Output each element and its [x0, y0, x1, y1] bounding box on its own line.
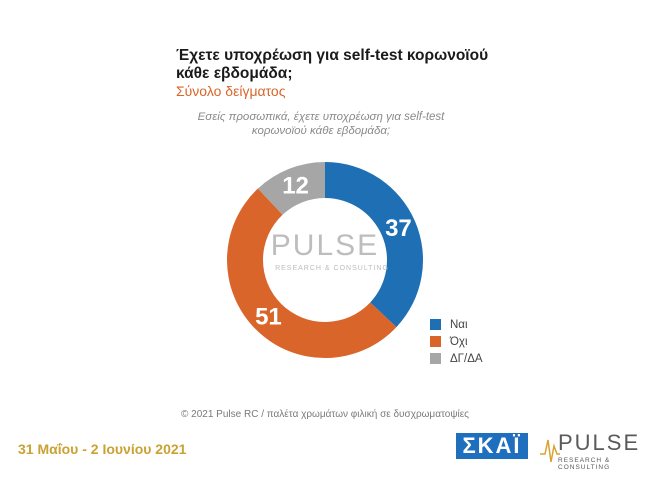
watermark-sub: RESEARCH & CONSULTING [275, 265, 389, 272]
slice-value-label-2: 12 [282, 173, 309, 200]
pulse-logo: PULSE RESEARCH & CONSULTING [540, 430, 641, 471]
legend-label-dk: ΔΓ/ΔΑ [450, 352, 483, 365]
legend-label-no: Όχι [450, 335, 468, 348]
skai-logo: ΣΚΑΪ [456, 433, 528, 459]
survey-question: Εσείς προσωπικά, έχετε υποχρέωση για sel… [197, 111, 445, 137]
watermark-main: PULSE [271, 229, 379, 262]
chart-subtitle: Σύνολο δείγματος [176, 83, 286, 99]
donut-chart: PULSE RESEARCH & CONSULTING 37 51 12 [227, 162, 423, 358]
copyright-note: © 2021 Pulse RC / παλέτα χρωμάτων φιλική… [181, 409, 469, 420]
legend-item-dk: ΔΓ/ΔΑ [430, 350, 483, 367]
skai-logo-text: ΣΚΑΪ [462, 433, 522, 458]
donut-slice-1 [227, 188, 397, 358]
legend-item-yes: Ναι [430, 316, 483, 333]
legend-swatch-yes [430, 319, 441, 330]
legend: Ναι Όχι ΔΓ/ΔΑ [430, 316, 483, 367]
pulse-logo-sub: RESEARCH & CONSULTING [558, 457, 611, 471]
slice-value-label-1: 51 [255, 304, 282, 331]
pulse-watermark: PULSE RESEARCH & CONSULTING [271, 229, 389, 272]
donut-slice-2 [257, 162, 325, 215]
donut-slice-0 [325, 162, 423, 328]
legend-item-no: Όχι [430, 333, 483, 350]
pulse-logo-text: PULSE [558, 430, 641, 455]
legend-label-yes: Ναι [450, 318, 468, 331]
legend-swatch-no [430, 336, 441, 347]
legend-swatch-dk [430, 353, 441, 364]
pulse-wave-icon [540, 439, 560, 463]
slice-value-label-0: 37 [385, 215, 412, 242]
survey-date: 31 Μαΐου - 2 Ιουνίου 2021 [18, 441, 187, 457]
chart-title: Έχετε υποχρέωση για self-test κορωνοϊού … [176, 47, 489, 82]
